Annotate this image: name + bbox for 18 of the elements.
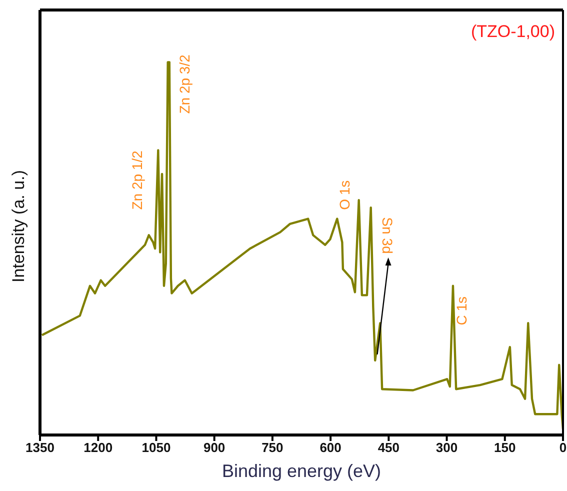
annotation: C 1s bbox=[454, 296, 470, 326]
x-tick-label: 1050 bbox=[142, 440, 171, 456]
y-axis-title: Intensity (a. u.) bbox=[9, 170, 28, 282]
annotation: O 1s bbox=[336, 180, 353, 210]
x-axis-title: Binding energy (eV) bbox=[222, 461, 382, 481]
annotation: Sn 3d bbox=[380, 217, 396, 254]
x-tick-label: 900 bbox=[203, 440, 226, 456]
x-tick-label: 1200 bbox=[84, 440, 113, 456]
annotation: Zn 2p 3/2 bbox=[176, 54, 193, 114]
x-tick-label: 1350 bbox=[26, 440, 54, 456]
x-tick-label: 600 bbox=[320, 440, 342, 456]
x-tick-label: 300 bbox=[436, 440, 458, 456]
annotation: Zn 2p 1/2 bbox=[128, 150, 145, 210]
x-tick-label: 450 bbox=[378, 440, 400, 456]
text: (TZO-1,00) bbox=[470, 22, 555, 42]
x-tick-label: 750 bbox=[262, 440, 284, 456]
x-tick-label: 150 bbox=[494, 440, 516, 456]
x-tick-label: 0 bbox=[559, 440, 567, 456]
